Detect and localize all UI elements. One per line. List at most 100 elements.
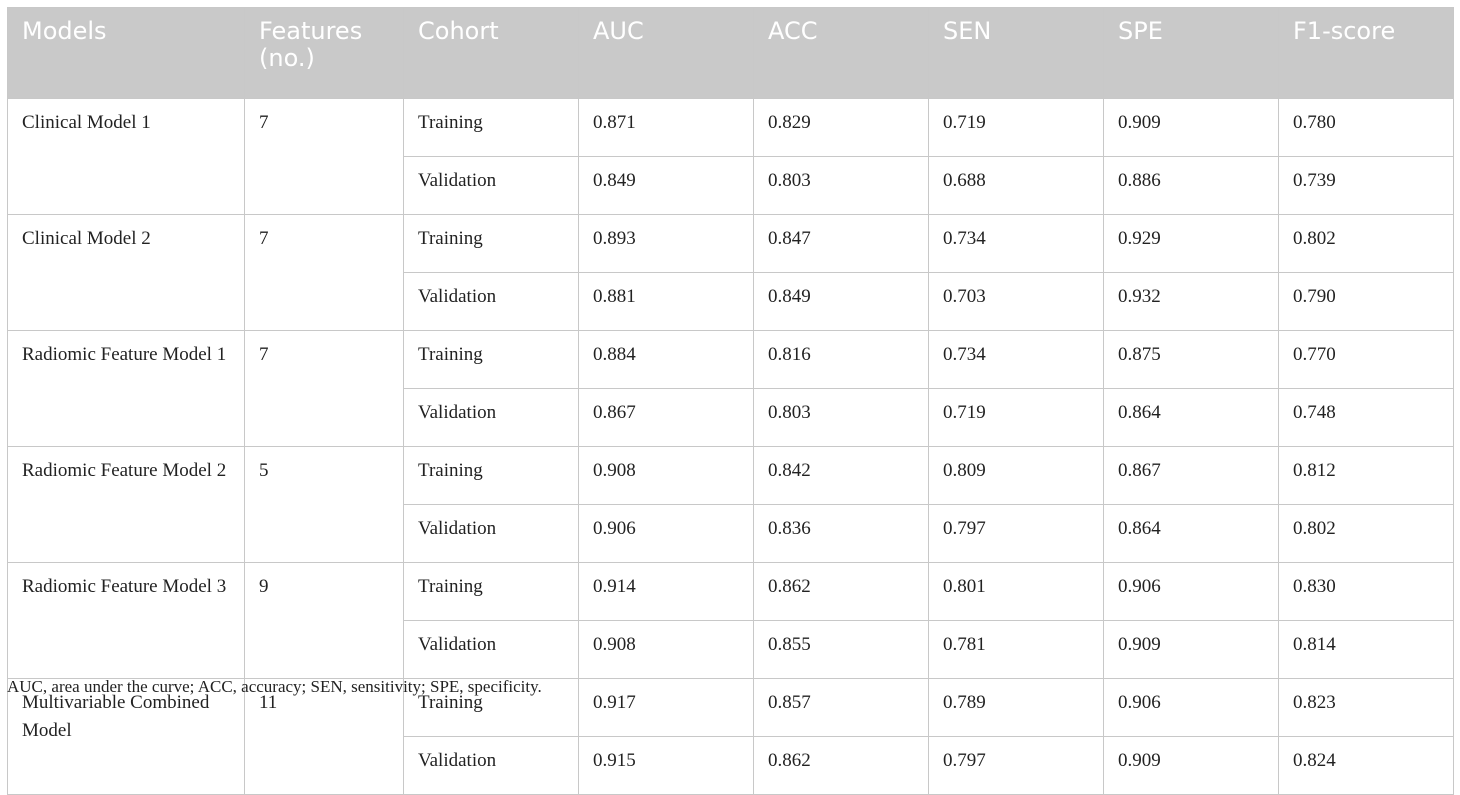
auc-value-cell: 0.884	[578, 330, 754, 389]
f1-score-value-cell: 0.790	[1278, 272, 1454, 331]
header-cohort: Cohort	[403, 7, 579, 99]
model-name-cell: Radiomic Feature Model 3	[7, 562, 245, 679]
auc-value-cell: 0.893	[578, 214, 754, 273]
f1-score-value-cell: 0.812	[1278, 446, 1454, 505]
acc-value-cell: 0.836	[753, 504, 929, 563]
header-sen: SEN	[928, 7, 1104, 99]
cohort-cell: Training	[403, 98, 579, 157]
auc-value-cell: 0.908	[578, 446, 754, 505]
cohort-cell: Validation	[403, 736, 579, 795]
header-acc: ACC	[753, 7, 929, 99]
spe-value-cell: 0.864	[1103, 388, 1279, 447]
table-body: Clinical Model 1 7 Training 0.871 0.829 0.719…	[7, 98, 1454, 795]
f1-score-value-cell: 0.739	[1278, 156, 1454, 215]
cohort-cell: Validation	[403, 504, 579, 563]
table-row: Radiomic Feature Model 3 9 Training 0.914 0.…	[7, 562, 1454, 679]
acc-value-cell: 0.803	[753, 156, 929, 215]
cohort-cell: Training	[403, 446, 579, 505]
acc-value-cell: 0.842	[753, 446, 929, 505]
acc-value-cell: 0.849	[753, 272, 929, 331]
header-features: Features (no.)	[244, 7, 404, 99]
table-row: Radiomic Feature Model 1 7 Training 0.884 0.…	[7, 330, 1454, 447]
spe-value-cell: 0.886	[1103, 156, 1279, 215]
spe-value-cell: 0.929	[1103, 214, 1279, 273]
auc-value-cell: 0.881	[578, 272, 754, 331]
sen-value-cell: 0.703	[928, 272, 1104, 331]
acc-value-cell: 0.855	[753, 620, 929, 679]
header-f1-score: F1-score	[1278, 7, 1454, 99]
auc-value-cell: 0.871	[578, 98, 754, 157]
f1-score-value-cell: 0.830	[1278, 562, 1454, 621]
model-name-cell: Clinical Model 2	[7, 214, 245, 331]
spe-value-cell: 0.906	[1103, 562, 1279, 621]
sen-value-cell: 0.734	[928, 214, 1104, 273]
acc-value-cell: 0.816	[753, 330, 929, 389]
sen-value-cell: 0.801	[928, 562, 1104, 621]
cohort-cell: Validation	[403, 272, 579, 331]
cohort-cell: Training	[403, 562, 579, 621]
table-row: Clinical Model 2 7 Training 0.893 0.847 0.734…	[7, 214, 1454, 331]
acc-value-cell: 0.847	[753, 214, 929, 273]
sen-value-cell: 0.734	[928, 330, 1104, 389]
spe-value-cell: 0.875	[1103, 330, 1279, 389]
sen-value-cell: 0.719	[928, 388, 1104, 447]
spe-value-cell: 0.932	[1103, 272, 1279, 331]
auc-value-cell: 0.906	[578, 504, 754, 563]
f1-score-value-cell: 0.780	[1278, 98, 1454, 157]
cohort-cell: Training	[403, 214, 579, 273]
model-name-cell: Radiomic Feature Model 2	[7, 446, 245, 563]
spe-value-cell: 0.909	[1103, 736, 1279, 795]
f1-score-value-cell: 0.770	[1278, 330, 1454, 389]
model-name-cell: Clinical Model 1	[7, 98, 245, 215]
table-row: Validation 0.908 0.855 0.781 0.909 0.814	[8, 620, 1454, 679]
auc-value-cell: 0.908	[578, 620, 754, 679]
f1-score-value-cell: 0.802	[1278, 214, 1454, 273]
cohort-cell: Validation	[403, 156, 579, 215]
table-row: Validation 0.906 0.836 0.797 0.864 0.802	[8, 504, 1454, 563]
cohort-cell: Training	[403, 330, 579, 389]
header-spe: SPE	[1103, 7, 1279, 99]
f1-score-value-cell: 0.802	[1278, 504, 1454, 563]
spe-value-cell: 0.909	[1103, 620, 1279, 679]
acc-value-cell: 0.862	[753, 736, 929, 795]
auc-value-cell: 0.914	[578, 562, 754, 621]
cohort-cell: Validation	[403, 388, 579, 447]
features-count-cell: 5	[244, 446, 404, 563]
model-name-cell: Radiomic Feature Model 1	[7, 330, 245, 447]
spe-value-cell: 0.906	[1103, 678, 1279, 737]
sen-value-cell: 0.789	[928, 678, 1104, 737]
header-auc: AUC	[578, 7, 754, 99]
sen-value-cell: 0.797	[928, 736, 1104, 795]
table-footnote: AUC, area under the curve; ACC, accuracy…	[7, 677, 542, 696]
sen-value-cell: 0.719	[928, 98, 1104, 157]
auc-value-cell: 0.915	[578, 736, 754, 795]
features-count-cell: 7	[244, 98, 404, 215]
acc-value-cell: 0.803	[753, 388, 929, 447]
sen-value-cell: 0.797	[928, 504, 1104, 563]
acc-value-cell: 0.829	[753, 98, 929, 157]
f1-score-value-cell: 0.824	[1278, 736, 1454, 795]
cohort-cell: Validation	[403, 620, 579, 679]
spe-value-cell: 0.909	[1103, 98, 1279, 157]
header-models: Models	[7, 7, 245, 99]
acc-value-cell: 0.862	[753, 562, 929, 621]
table-row: Clinical Model 1 7 Training 0.871 0.829 0.719…	[7, 98, 1454, 215]
spe-value-cell: 0.867	[1103, 446, 1279, 505]
header-row: Models Features (no.) Cohort AUC ACC SEN…	[7, 7, 1454, 99]
f1-score-value-cell: 0.823	[1278, 678, 1454, 737]
table-row: Validation 0.849 0.803 0.688 0.886 0.739	[8, 156, 1454, 215]
auc-value-cell: 0.867	[578, 388, 754, 447]
results-table: Models Features (no.) Cohort AUC ACC SEN…	[7, 7, 1454, 795]
acc-value-cell: 0.857	[753, 678, 929, 737]
auc-value-cell: 0.849	[578, 156, 754, 215]
sen-value-cell: 0.781	[928, 620, 1104, 679]
features-count-cell: 9	[244, 562, 404, 679]
f1-score-value-cell: 0.748	[1278, 388, 1454, 447]
features-count-cell: 7	[244, 214, 404, 331]
auc-value-cell: 0.917	[578, 678, 754, 737]
features-count-cell: 7	[244, 330, 404, 447]
f1-score-value-cell: 0.814	[1278, 620, 1454, 679]
spe-value-cell: 0.864	[1103, 504, 1279, 563]
sen-value-cell: 0.809	[928, 446, 1104, 505]
table-row: Radiomic Feature Model 2 5 Training 0.908 0.…	[7, 446, 1454, 563]
